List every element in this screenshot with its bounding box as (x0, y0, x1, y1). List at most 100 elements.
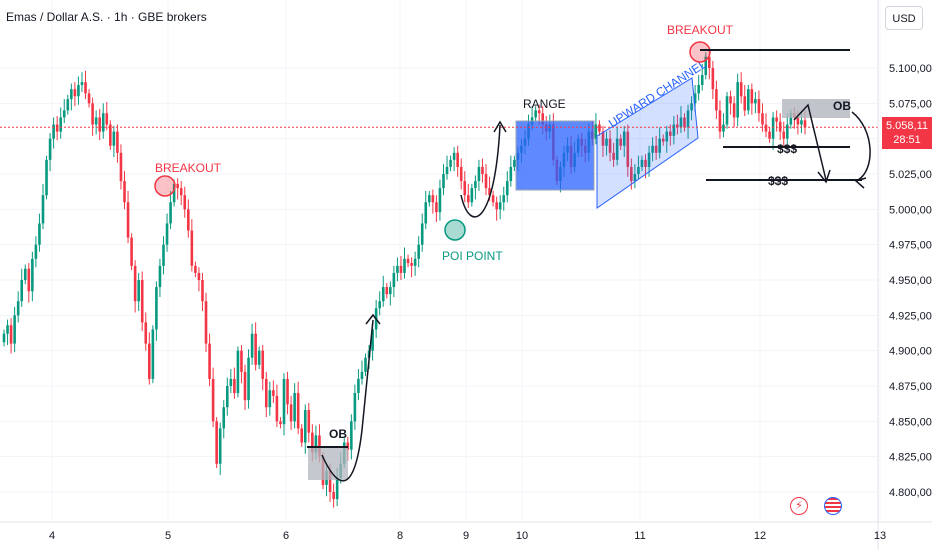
candle-body (303, 410, 307, 443)
candle-body (123, 181, 126, 203)
candle-body (690, 103, 693, 111)
time-axis[interactable]: 4 5 6 8 9 10 11 12 13 (0, 521, 932, 542)
candle-body (679, 117, 683, 128)
candle-body (757, 99, 761, 114)
zones (308, 77, 850, 480)
liquidity-label-upper: $$$ (777, 142, 797, 156)
price-tick-label: 5.025,00 (889, 169, 932, 181)
candle-body (275, 395, 279, 422)
candle-body (481, 166, 484, 174)
candle-body (513, 159, 516, 167)
candle-body (293, 393, 296, 422)
candles (2, 51, 807, 508)
candle-body (800, 120, 803, 125)
arrow-poi-up (460, 124, 501, 218)
candle-body (208, 343, 211, 379)
price-tick-label: 4.850,00 (889, 416, 932, 428)
bar-countdown: 28:51 (893, 134, 921, 146)
candle-body (155, 287, 158, 330)
candle-body (626, 131, 630, 167)
candle-body (420, 223, 424, 245)
candle-body (718, 110, 722, 132)
candle-body (410, 263, 413, 266)
candle-body (9, 325, 13, 344)
candle-body (768, 131, 771, 139)
time-tick-label: 10 (516, 530, 528, 542)
candle-body (94, 117, 98, 125)
time-tick-label: 13 (874, 530, 886, 542)
currency-button[interactable]: USD (885, 6, 923, 30)
us-flag-icon[interactable] (824, 497, 842, 515)
candle-body (162, 244, 165, 266)
candle-body (413, 258, 417, 266)
candle-body (144, 322, 148, 344)
lightning-icon[interactable]: ⚡ (790, 497, 808, 515)
candle-body (789, 113, 793, 125)
candle-body (651, 145, 654, 153)
candle-body (31, 258, 34, 292)
candle-body (204, 301, 208, 344)
candle-body (52, 124, 55, 139)
candle-body (697, 84, 700, 94)
candle-body (20, 280, 24, 302)
candle-body (431, 195, 435, 203)
candle-body (158, 265, 162, 288)
candle-body (785, 124, 789, 139)
candle-body (743, 96, 747, 111)
candle-body (279, 421, 282, 425)
candle-body (633, 174, 637, 182)
candle-body (350, 421, 353, 450)
candle-body (169, 202, 172, 224)
candle-body (151, 329, 155, 379)
candle-body (140, 280, 144, 323)
candle-body (55, 124, 59, 132)
candle-body (654, 145, 658, 153)
candle-body (243, 371, 247, 401)
candle-body (463, 181, 467, 196)
candle-body (77, 84, 80, 97)
candle-body (495, 202, 498, 210)
current-price-tag: 5.058,11 28:51 (882, 117, 932, 149)
candle-body (392, 272, 396, 288)
candle-body (466, 195, 470, 203)
candle-body (541, 113, 545, 125)
candle-body (782, 131, 786, 139)
candle-body (665, 131, 669, 142)
candle-body (73, 89, 77, 97)
candle-body (771, 117, 775, 139)
candle-body (250, 333, 254, 358)
candle-body (502, 195, 506, 203)
time-tick-label: 6 (283, 530, 289, 542)
candle-body (612, 152, 615, 160)
candle-body (197, 272, 201, 280)
price-tick-label: 4.925,00 (889, 310, 932, 322)
candle-body (803, 120, 807, 128)
candle-body (41, 195, 45, 224)
candle-body (754, 99, 757, 104)
candle-body (371, 329, 374, 351)
time-tick-label: 12 (754, 530, 766, 542)
candle-body (215, 421, 218, 464)
candle-body (222, 407, 226, 429)
candle-body (272, 390, 275, 396)
candle-body (261, 350, 265, 379)
candle-body (505, 181, 509, 196)
breakout-circle-left (154, 175, 176, 197)
candle-body (605, 138, 608, 146)
time-tick-label: 5 (165, 530, 171, 542)
candle-body (399, 265, 403, 273)
candle-body (498, 202, 502, 210)
candle-body (183, 195, 187, 210)
candle-body (739, 82, 743, 97)
candle-body (537, 110, 541, 114)
candle-body (378, 301, 381, 309)
arrow-ob-up-head (365, 313, 381, 325)
ob-box-lower (308, 448, 348, 480)
candle-body (311, 432, 314, 453)
candle-body (300, 428, 304, 443)
candle-body (247, 357, 250, 401)
candle-body (622, 131, 626, 146)
candle-body (778, 121, 782, 132)
candle-body (746, 89, 750, 111)
